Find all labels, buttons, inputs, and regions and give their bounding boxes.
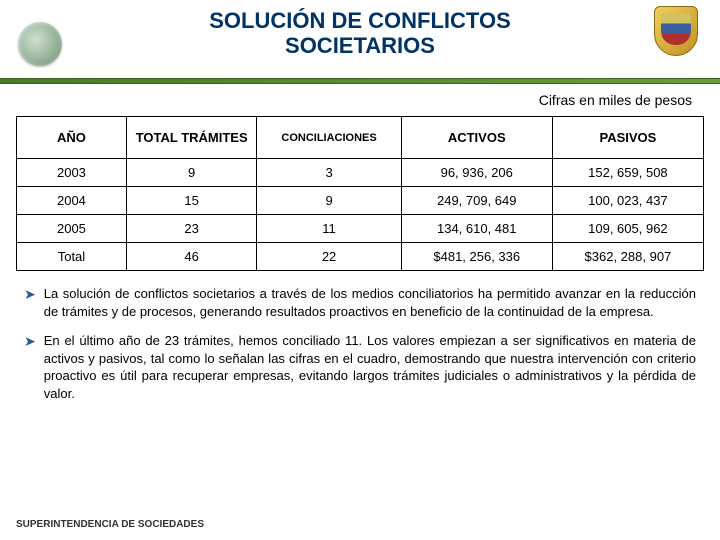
- cell: 46: [126, 243, 257, 271]
- cell: 11: [257, 215, 401, 243]
- title-line2: SOCIETARIOS: [285, 33, 435, 58]
- subtitle: Cifras en miles de pesos: [0, 84, 720, 116]
- cell: $481, 256, 336: [401, 243, 552, 271]
- bullet-text: La solución de conflictos societarios a …: [44, 285, 696, 320]
- cell: Total: [17, 243, 127, 271]
- col-total: TOTAL TRÁMITES: [126, 117, 257, 159]
- cell: 109, 605, 962: [552, 215, 703, 243]
- table-row-total: Total 46 22 $481, 256, 336 $362, 288, 90…: [17, 243, 704, 271]
- bullet-arrow-icon: ➤: [24, 285, 36, 320]
- col-year: AÑO: [17, 117, 127, 159]
- cell: 3: [257, 159, 401, 187]
- bullet-list: ➤ La solución de conflictos societarios …: [0, 271, 720, 402]
- cell: 9: [257, 187, 401, 215]
- header: SOLUCIÓN DE CONFLICTOS SOCIETARIOS: [0, 0, 720, 78]
- bullet-item: ➤ En el último año de 23 trámites, hemos…: [24, 332, 696, 402]
- col-conciliaciones: CONCILIACIONES: [257, 117, 401, 159]
- cell: 2003: [17, 159, 127, 187]
- cell: 152, 659, 508: [552, 159, 703, 187]
- data-table: AÑO TOTAL TRÁMITES CONCILIACIONES ACTIVO…: [16, 116, 704, 271]
- bullet-arrow-icon: ➤: [24, 332, 36, 402]
- cell: 2005: [17, 215, 127, 243]
- bullet-text: En el último año de 23 trámites, hemos c…: [44, 332, 696, 402]
- cell: 22: [257, 243, 401, 271]
- footer-text: SUPERINTENDENCIA DE SOCIEDADES: [16, 519, 204, 530]
- col-pasivos: PASIVOS: [552, 117, 703, 159]
- cell: 96, 936, 206: [401, 159, 552, 187]
- cell: $362, 288, 907: [552, 243, 703, 271]
- table-header-row: AÑO TOTAL TRÁMITES CONCILIACIONES ACTIVO…: [17, 117, 704, 159]
- title-line1: SOLUCIÓN DE CONFLICTOS: [209, 8, 511, 33]
- coat-of-arms-icon: [650, 6, 702, 68]
- bullet-item: ➤ La solución de conflictos societarios …: [24, 285, 696, 320]
- cell: 15: [126, 187, 257, 215]
- table-row: 2005 23 11 134, 610, 481 109, 605, 962: [17, 215, 704, 243]
- cell: 9: [126, 159, 257, 187]
- cell: 249, 709, 649: [401, 187, 552, 215]
- cell: 23: [126, 215, 257, 243]
- logo-left-icon: [18, 22, 62, 66]
- cell: 134, 610, 481: [401, 215, 552, 243]
- page-title: SOLUCIÓN DE CONFLICTOS SOCIETARIOS: [0, 0, 720, 59]
- table-row: 2003 9 3 96, 936, 206 152, 659, 508: [17, 159, 704, 187]
- col-activos: ACTIVOS: [401, 117, 552, 159]
- data-table-container: AÑO TOTAL TRÁMITES CONCILIACIONES ACTIVO…: [0, 116, 720, 271]
- cell: 2004: [17, 187, 127, 215]
- table-row: 2004 15 9 249, 709, 649 100, 023, 437: [17, 187, 704, 215]
- cell: 100, 023, 437: [552, 187, 703, 215]
